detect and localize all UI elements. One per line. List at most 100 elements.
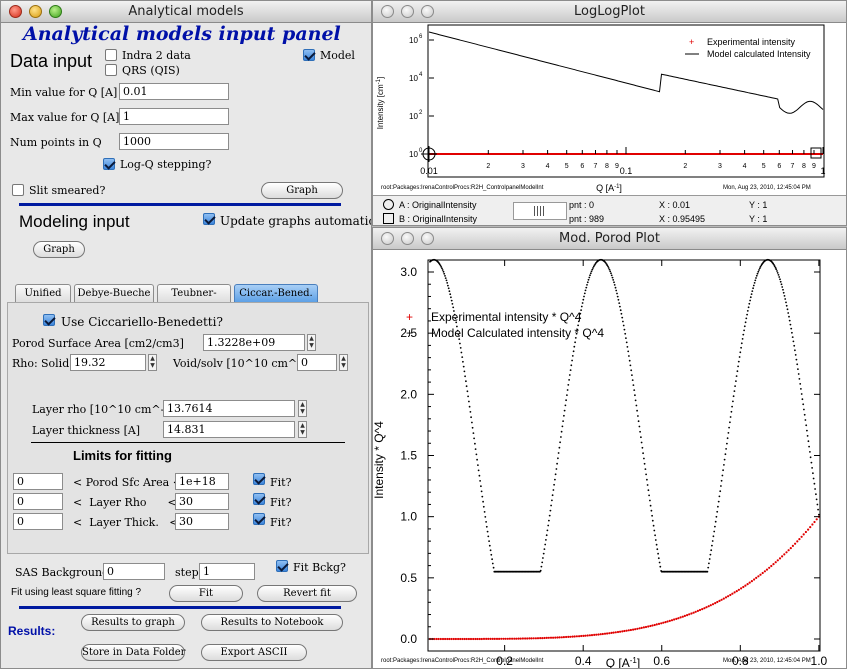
cursor-b-x: X : 0.95495 bbox=[659, 214, 706, 224]
experimental-point bbox=[560, 636, 563, 639]
model-point bbox=[749, 296, 752, 299]
cursor-a-icon[interactable] bbox=[383, 199, 394, 210]
layer-rho-low-input[interactable]: 0 bbox=[13, 493, 63, 510]
model-point bbox=[620, 312, 623, 315]
experimental-point bbox=[757, 575, 760, 578]
minimize-window-button[interactable] bbox=[401, 232, 414, 245]
results-to-notebook-button[interactable]: Results to Notebook bbox=[201, 614, 343, 631]
model-point bbox=[584, 289, 587, 292]
model-point bbox=[815, 493, 817, 496]
graph-button-2[interactable]: Graph bbox=[33, 241, 85, 258]
minimize-window-button[interactable] bbox=[401, 5, 414, 18]
use-cb-checkbox[interactable] bbox=[43, 314, 55, 326]
experimental-point bbox=[593, 633, 596, 636]
log-q-checkbox[interactable] bbox=[103, 158, 115, 170]
loglog-titlebar[interactable]: LogLogPlot bbox=[373, 1, 846, 23]
tab-debye-bueche[interactable]: Debye-Bueche bbox=[74, 284, 154, 302]
model-point bbox=[645, 473, 647, 476]
experimental-point bbox=[714, 602, 717, 605]
export-ascii-button[interactable]: Export ASCII bbox=[201, 644, 307, 661]
layer-thick-high-input[interactable]: 30 bbox=[175, 513, 229, 530]
porod-area-high-input[interactable]: 1e+18 bbox=[175, 473, 229, 490]
model-point bbox=[565, 399, 567, 402]
layer-rho-high-input[interactable]: 30 bbox=[175, 493, 229, 510]
model-point bbox=[721, 474, 724, 477]
experimental-point bbox=[498, 637, 501, 640]
zoom-window-button[interactable] bbox=[421, 5, 434, 18]
slit-smeared-checkbox[interactable] bbox=[12, 184, 24, 196]
layer-thickness-stepper[interactable]: ▲ ▼ bbox=[298, 421, 307, 438]
experimental-point bbox=[748, 581, 751, 584]
qrs-checkbox[interactable] bbox=[105, 64, 117, 76]
model-point bbox=[802, 403, 805, 406]
experimental-point bbox=[781, 555, 784, 558]
cursor-b-icon[interactable] bbox=[383, 213, 394, 224]
experimental-point bbox=[459, 637, 462, 641]
layer-rho-input[interactable]: 13.7614 bbox=[163, 400, 295, 417]
minimize-window-button[interactable] bbox=[29, 5, 42, 18]
porod-titlebar[interactable]: Mod. Porod Plot bbox=[373, 228, 846, 250]
void-input[interactable]: 0 bbox=[297, 354, 337, 371]
window-titlebar[interactable]: Analytical models bbox=[1, 1, 371, 23]
solid-stepper[interactable]: ▲ ▼ bbox=[148, 354, 157, 371]
store-data-folder-button[interactable]: Store in Data Folder bbox=[81, 644, 185, 661]
model-point bbox=[793, 344, 796, 347]
tab-ciccar-bened[interactable]: Ciccar.-Bened. bbox=[234, 284, 318, 302]
void-stepper[interactable]: ▲ ▼ bbox=[339, 354, 348, 371]
tab-teubner-strey[interactable]: Teubner-Strey bbox=[157, 284, 231, 316]
tab-unified[interactable]: Unified bbox=[15, 284, 71, 302]
fit-background-checkbox[interactable] bbox=[276, 560, 288, 572]
model-point bbox=[447, 284, 449, 287]
experimental-point bbox=[692, 611, 695, 614]
experimental-point bbox=[530, 637, 533, 640]
experimental-point bbox=[776, 559, 779, 562]
model-point bbox=[749, 299, 751, 302]
model-point bbox=[442, 270, 445, 273]
step-input[interactable]: 1 bbox=[199, 563, 255, 580]
close-window-button[interactable] bbox=[381, 232, 394, 245]
revert-fit-button[interactable]: Revert fit bbox=[257, 585, 357, 602]
porod-area-low-input[interactable]: 0 bbox=[13, 473, 63, 490]
model-point bbox=[646, 478, 648, 481]
model-point bbox=[619, 309, 622, 312]
indra-2-checkbox[interactable] bbox=[105, 49, 117, 61]
porod-area-stepper[interactable]: ▲ ▼ bbox=[307, 334, 316, 351]
experimental-point bbox=[742, 585, 745, 589]
cursor-slider[interactable] bbox=[513, 202, 567, 220]
layer-thick-low-input[interactable]: 0 bbox=[13, 513, 63, 530]
sas-background-input[interactable]: 0 bbox=[103, 563, 165, 580]
close-window-button[interactable] bbox=[381, 5, 394, 18]
model-point bbox=[591, 268, 594, 271]
porod-area-fit-checkbox[interactable] bbox=[253, 473, 265, 485]
porod-area-input[interactable]: 1.3228e+09 bbox=[203, 334, 305, 351]
experimental-point bbox=[703, 607, 706, 610]
loglog-y-tick-exponent: 0 bbox=[419, 148, 423, 154]
model-checkbox[interactable] bbox=[303, 49, 315, 61]
max-q-input[interactable]: 1 bbox=[119, 108, 229, 125]
model-point bbox=[453, 310, 455, 312]
experimental-point bbox=[478, 637, 481, 641]
zoom-window-button[interactable] bbox=[49, 5, 62, 18]
model-point bbox=[725, 448, 727, 450]
model-point bbox=[569, 369, 572, 371]
layer-thickness-input[interactable]: 14.831 bbox=[163, 421, 295, 438]
update-auto-checkbox[interactable] bbox=[203, 213, 215, 225]
zoom-window-button[interactable] bbox=[421, 232, 434, 245]
layer-rho-stepper[interactable]: ▲ ▼ bbox=[298, 400, 307, 417]
layer-rho-fit-checkbox[interactable] bbox=[253, 493, 265, 505]
layer-rho-limit-label: < Layer Rho < bbox=[73, 496, 177, 509]
fit-button[interactable]: Fit bbox=[169, 585, 243, 602]
num-points-input[interactable]: 1000 bbox=[119, 133, 229, 150]
graph-button[interactable]: Graph bbox=[261, 182, 343, 199]
solid-input[interactable]: 19.32 bbox=[70, 354, 146, 371]
model-point bbox=[477, 469, 480, 472]
layer-thick-fit-checkbox[interactable] bbox=[253, 513, 265, 525]
model-point bbox=[791, 331, 793, 334]
porod-y-tick-label: 0.0 bbox=[400, 632, 417, 646]
model-point bbox=[548, 519, 550, 522]
model-point bbox=[785, 304, 788, 307]
model-point bbox=[549, 509, 552, 512]
results-to-graph-button[interactable]: Results to graph bbox=[81, 614, 185, 631]
close-window-button[interactable] bbox=[9, 5, 22, 18]
min-q-input[interactable]: 0.01 bbox=[119, 83, 229, 100]
